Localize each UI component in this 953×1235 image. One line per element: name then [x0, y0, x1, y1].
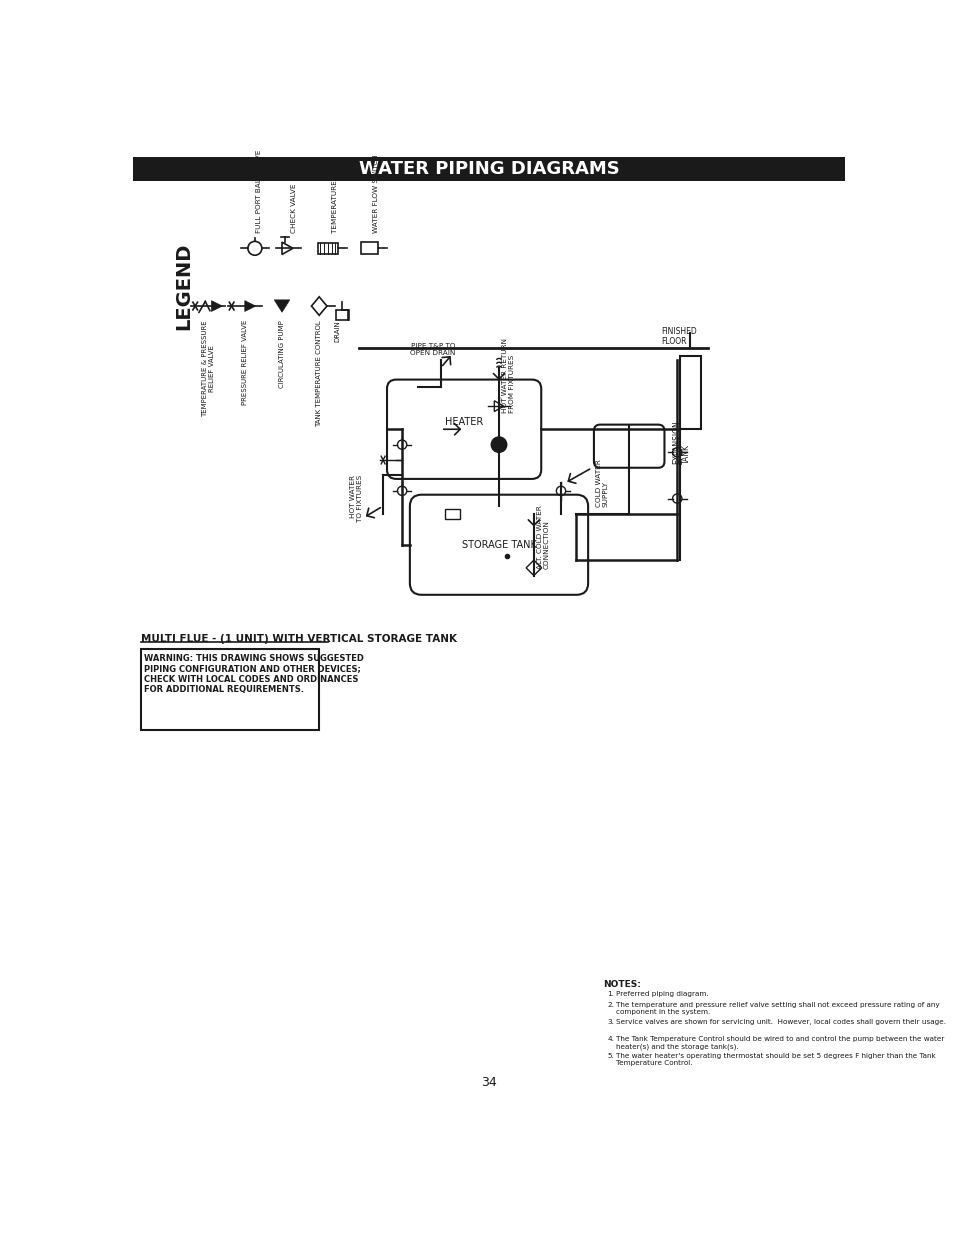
Text: FULL PORT BALL VALVE: FULL PORT BALL VALVE [256, 149, 262, 233]
Text: 5.: 5. [607, 1053, 614, 1058]
Text: NOTES:: NOTES: [603, 979, 640, 989]
Circle shape [491, 437, 506, 452]
FancyBboxPatch shape [387, 379, 540, 479]
Text: TEMPERATURE GAGE: TEMPERATURE GAGE [332, 157, 337, 233]
FancyBboxPatch shape [594, 425, 664, 468]
Text: COLD WATER
SUPPLY: COLD WATER SUPPLY [596, 459, 608, 508]
Text: 3.: 3. [607, 1019, 614, 1025]
Text: Preferred piping diagram.: Preferred piping diagram. [616, 990, 708, 997]
Text: 4.: 4. [607, 1036, 614, 1042]
Text: The Tank Temperature Control should be wired to and control the pump between the: The Tank Temperature Control should be w… [616, 1036, 943, 1050]
Bar [317, 243, 337, 253]
Text: 1.: 1. [607, 990, 614, 997]
Text: CIRCULATING PUMP: CIRCULATING PUMP [278, 320, 285, 388]
Text: The water heater's operating thermostat should be set 5 degrees F higher than th: The water heater's operating thermostat … [616, 1053, 935, 1066]
Text: 34: 34 [480, 1076, 497, 1089]
Text: 2.: 2. [607, 1002, 614, 1008]
Text: TANK TEMPERATURE CONTROL: TANK TEMPERATURE CONTROL [315, 320, 322, 426]
Text: WATER PIPING DIAGRAMS: WATER PIPING DIAGRAMS [358, 161, 618, 178]
Text: STORAGE TANK: STORAGE TANK [461, 540, 536, 550]
Polygon shape [212, 300, 222, 311]
Text: TEMPERATURE & PRESSURE
RELIEF VALVE: TEMPERATURE & PRESSURE RELIEF VALVE [202, 320, 214, 416]
Bar [444, 509, 459, 519]
Polygon shape [245, 300, 255, 311]
Text: MULTI FLUE - (1 UNIT) WITH VERTICAL STORAGE TANK: MULTI FLUE - (1 UNIT) WITH VERTICAL STOR… [141, 634, 456, 643]
Text: CHECK VALVE: CHECK VALVE [291, 184, 297, 233]
Text: ALT. COLD WATER
CONNECTION: ALT. COLD WATER CONNECTION [537, 505, 549, 569]
Text: WATER FLOW SWITCH: WATER FLOW SWITCH [373, 154, 378, 233]
Text: The temperature and pressure relief valve setting shall not exceed pressure rati: The temperature and pressure relief valv… [616, 1002, 939, 1015]
Text: HOT WATER
TO FIXTURES: HOT WATER TO FIXTURES [350, 475, 363, 522]
Bar [360, 242, 377, 254]
FancyBboxPatch shape [410, 495, 587, 595]
Bar [141, 648, 319, 730]
Text: EXPANSION
TANK: EXPANSION TANK [671, 420, 691, 464]
Text: PRESSURE RELIEF VALVE: PRESSURE RELIEF VALVE [241, 320, 248, 405]
Polygon shape [274, 300, 290, 312]
Text: HOT WATER RETURN
FROM FIXTURES: HOT WATER RETURN FROM FIXTURES [501, 338, 515, 412]
Text: WARNING: THIS DRAWING SHOWS SUGGESTED
PIPING CONFIGURATION AND OTHER DEVICES;
CH: WARNING: THIS DRAWING SHOWS SUGGESTED PI… [144, 655, 363, 694]
Bar [679, 356, 700, 430]
Text: LEGEND: LEGEND [173, 243, 193, 331]
Text: FINISHED
FLOOR: FINISHED FLOOR [661, 327, 697, 346]
Text: PIPE T&P TO
OPEN DRAIN: PIPE T&P TO OPEN DRAIN [410, 343, 456, 356]
Text: Service valves are shown for servicing unit.  However, local codes shall govern : Service valves are shown for servicing u… [616, 1019, 945, 1025]
Bar [133, 157, 843, 180]
Text: HEATER: HEATER [444, 416, 483, 426]
Bar [335, 310, 348, 320]
Text: DRAIN: DRAIN [335, 320, 340, 342]
